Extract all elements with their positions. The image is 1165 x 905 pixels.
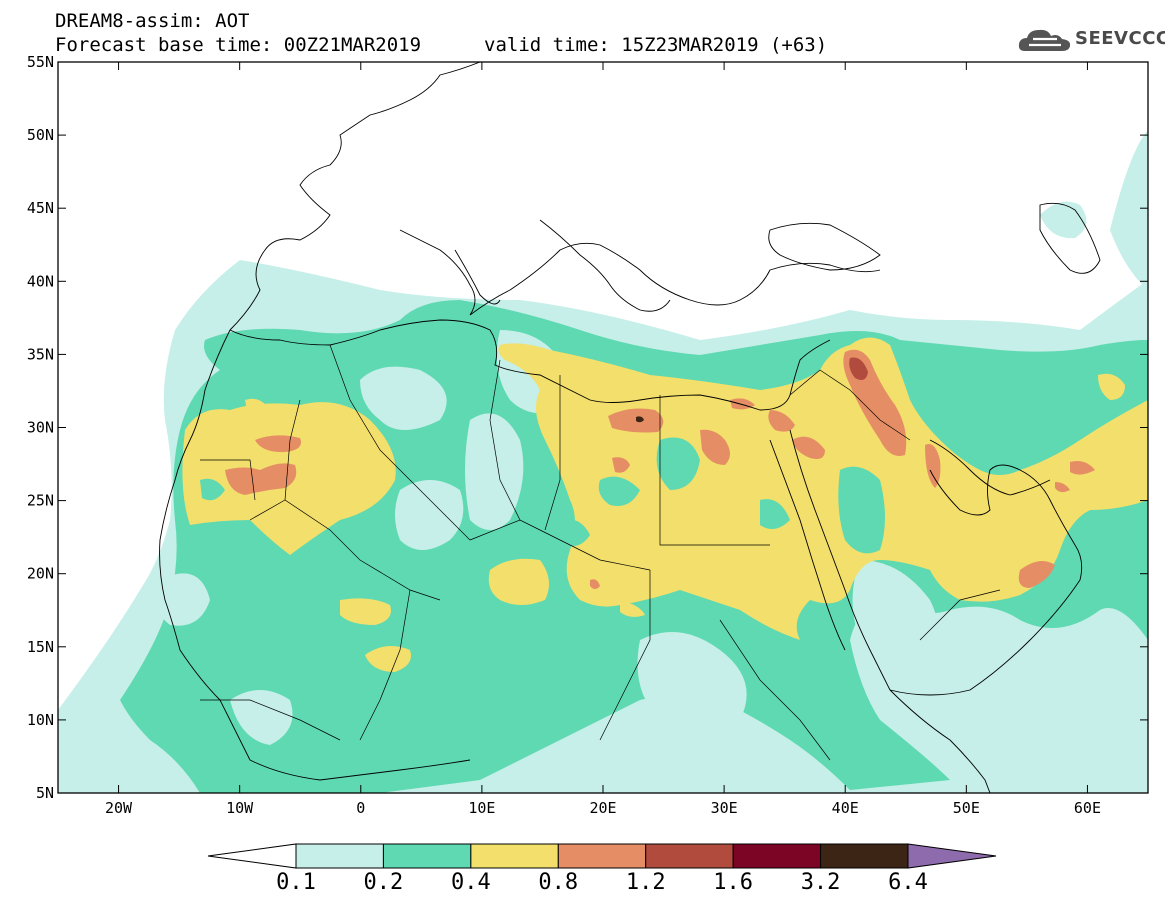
borders [200,344,1001,761]
lat-tick-label: 50N [27,126,54,144]
lon-tick-label: 60E [1074,799,1101,817]
colorbar-min-arrow [207,843,297,869]
colorbar-box [732,843,822,869]
aot-level-1.2 [849,357,868,380]
lat-tick-label: 20N [27,565,54,583]
colorbar-box [470,843,559,869]
lat-tick-label: 25N [27,492,54,510]
colorbar-box [382,843,472,869]
colorbar-level-label: 0.1 [276,870,316,895]
aot-level-3.2 [636,416,644,423]
title-line-1: DREAM8-assim: AOT [55,10,250,32]
colorbar-level-label: 1.2 [625,870,666,895]
lon-tick-label: 40E [832,799,859,817]
lat-tick-label: 40N [27,272,54,290]
lat-tick-label: 15N [27,638,54,656]
colorbar-box [820,843,909,869]
lon-tick-label: 20W [105,799,133,817]
lat-tick-label: 55N [27,53,54,71]
colorbar-level-label: 0.4 [450,870,491,895]
lat-tick-label: 10N [27,711,54,729]
lon-tick-label: 0 [356,799,365,817]
valid-time: valid time: 15Z23MAR2019 (+63) [484,34,828,56]
colorbar-box [557,843,647,869]
colorbar-level-label: 0.2 [363,870,404,895]
colorbar-level-label: 0.8 [538,870,579,895]
coastlines [159,62,1101,793]
seevccc-logo: SEEVCCC [1017,25,1165,55]
cloud-icon [1018,29,1071,51]
lat-tick-label: 35N [27,345,54,363]
lon-tick-label: 10W [226,799,254,817]
lon-tick-label: 10E [468,799,495,817]
lat-tick-label: 5N [36,784,54,802]
lon-tick-label: 20E [589,799,616,817]
lat-axis: 55N 50N 45N 40N 35N 30N 25N 20N 15N 10N 5N [27,53,1148,802]
lat-tick-label: 30N [27,419,54,437]
colorbar-level-label: 3.2 [800,870,841,895]
lon-tick-label: 30E [711,799,738,817]
map-frame: 55N 50N 45N 40N 35N 30N 25N 20N 15N 10N 5N 20W 10W 0… [27,53,1149,817]
aot-level-0.2-inner [200,437,885,554]
lat-tick-label: 45N [27,199,54,217]
title-line-2: Forecast base time: 00Z21MAR2019 [55,34,422,56]
colorbar-box [295,843,384,869]
colorbar-level-label: 1.6 [713,870,754,895]
colorbar-max-arrow [907,843,997,869]
lon-tick-label: 50E [953,799,980,817]
aot-field [58,130,1148,793]
logo-text: SEEVCCC [1075,28,1165,49]
colorbar [207,843,997,869]
lon-axis: 20W 10W 0 10E 20E 30E 40E 50E 60E [105,62,1101,817]
colorbar-box [645,843,734,869]
colorbar-level-label: 6.4 [888,870,928,895]
